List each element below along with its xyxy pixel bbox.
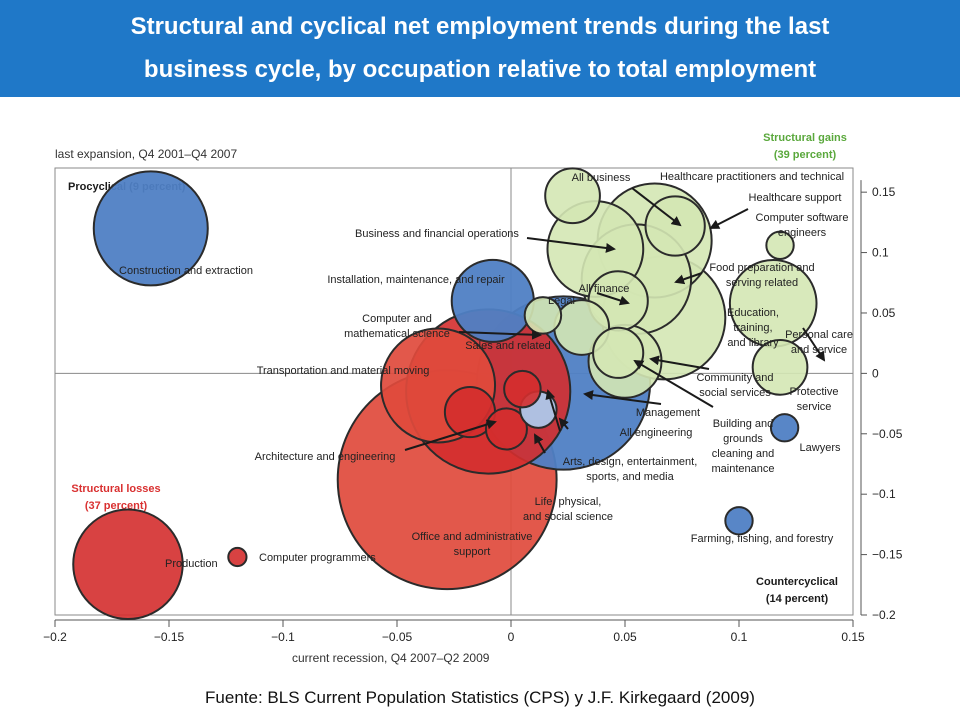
- leader-arrow: [596, 292, 630, 306]
- bubble-computer-programmers: [227, 546, 248, 568]
- bubble-building-and-grounds-cleaning-and-maintenance: [592, 326, 645, 379]
- label-computer-software-engineers: Computer software engineers: [756, 212, 849, 239]
- leader-arrow: [649, 355, 710, 370]
- label-management: Management: [636, 407, 700, 419]
- label-building-and-grounds-cleaning-and-maintenance: Building and grounds cleaning and maintenan…: [712, 418, 775, 475]
- chart-title-line-2: business cycle, by occupation relative t…: [143, 56, 817, 83]
- x-axis-label: current recession, Q4 2007–Q2 2009: [292, 651, 490, 665]
- x-tick-label: −0.15: [154, 630, 185, 644]
- label-production: Production: [165, 558, 218, 570]
- x-tick-label: 0.05: [613, 630, 637, 644]
- label-computer-programmers: Computer programmers: [259, 552, 376, 564]
- leader-arrow: [631, 187, 682, 227]
- label-legal: Legal: [548, 295, 575, 307]
- label-business-and-financial-operations: Business and financial operations: [355, 228, 519, 240]
- leader-arrow: [583, 390, 662, 405]
- leader-arrow: [709, 208, 749, 229]
- label-office-and-administrative-support: Office and administrative support: [412, 531, 533, 558]
- x-tick-label: 0.1: [731, 630, 748, 644]
- y-tick-label: −0.2: [872, 608, 896, 622]
- bubble-arts-design-entertainment-sports-and-media: [503, 369, 542, 409]
- y-tick-label: 0: [872, 366, 879, 380]
- leader-arrow: [558, 417, 569, 430]
- bubble-construction-and-extraction: [92, 170, 209, 287]
- label-construction-and-extraction: Construction and extraction: [119, 265, 253, 277]
- label-lawyers: Lawyers: [800, 442, 841, 454]
- label-computer-and-mathematical-science: Computer and mathematical science: [344, 313, 450, 340]
- y-tick-label: −0.15: [872, 548, 903, 562]
- leader-arrow: [458, 329, 542, 340]
- quadrant-sublabel-countercyclical: (14 percent): [766, 593, 829, 605]
- bubble-farming-fishing-and-forestry: [724, 506, 754, 536]
- leader-arrow: [534, 433, 546, 454]
- leader-arrow: [545, 389, 561, 432]
- y-tick-label: 0.15: [872, 185, 896, 199]
- label-arts-design-entertainment-sports-and-media: Arts, design, entertainment, sports, and …: [563, 456, 698, 483]
- x-tick-label: −0.1: [271, 630, 295, 644]
- leader-arrow: [633, 359, 714, 408]
- label-transportation-and-material-moving: Transportation and material moving: [257, 365, 430, 377]
- label-life-physical-and-social-science: Life, physical, and social science: [523, 496, 613, 523]
- x-tick-label: 0: [508, 630, 515, 644]
- y-axis-label: last expansion, Q4 2001–Q4 2007: [55, 147, 237, 161]
- leader-arrow: [802, 327, 826, 362]
- bubble-production: [72, 508, 184, 620]
- label-protective-service: Protective service: [790, 386, 839, 413]
- label-architecture-and-engineering: Architecture and engineering: [255, 451, 396, 463]
- plot-frame: [54, 167, 854, 616]
- x-tick-label: −0.05: [382, 630, 413, 644]
- chart-title-line-1: Structural and cyclical net employment t…: [130, 13, 830, 40]
- y-tick-label: −0.05: [872, 427, 903, 441]
- bubble-computer-software-engineers: [765, 230, 795, 260]
- label-community-and-social-services: Community and social services: [696, 372, 773, 399]
- label-education-training-and-library: Education, training, and library: [727, 307, 779, 349]
- bubble-all-business: [544, 167, 601, 225]
- y-tick-label: −0.1: [872, 487, 896, 501]
- quadrant-label-structural-losses: Structural losses: [71, 483, 160, 495]
- quadrant-label-structural-gains: Structural gains: [763, 132, 847, 144]
- leader-arrow: [404, 419, 497, 451]
- label-all-finance: All finance: [579, 283, 630, 295]
- label-all-business: All business: [572, 172, 631, 184]
- bubble-protective-service: [751, 338, 809, 396]
- x-tick-label: 0.15: [841, 630, 865, 644]
- y-tick-label: 0.1: [872, 246, 889, 260]
- label-healthcare-support: Healthcare support: [749, 192, 842, 204]
- x-tick-label: −0.2: [43, 630, 67, 644]
- bubble-chart: −0.2 −0.15 −0.1 −0.05 0 0.05 0.1 0.15 0.15 0.1 0.0…: [43, 132, 903, 665]
- label-sales-and-related: Sales and related: [465, 340, 551, 352]
- label-personal-care-and-service: Personal care and service: [785, 329, 853, 356]
- quadrant-sublabel-structural-gains: (39 percent): [774, 149, 837, 161]
- quadrant-label-countercyclical: Countercyclical: [756, 576, 838, 588]
- leader-arrow: [674, 272, 703, 285]
- leader-arrow: [526, 237, 616, 253]
- label-healthcare-practitioners-and-technical: Healthcare practitioners and technical: [660, 171, 844, 183]
- label-food-preparation-and-serving-related: Food preparation and serving related: [709, 262, 814, 289]
- label-all-engineering: All engineering: [620, 427, 693, 439]
- label-installation-maintenance-and-repair: Installation, maintenance, and repair: [327, 274, 505, 286]
- label-farming-fishing-and-forestry: Farming, fishing, and forestry: [691, 533, 834, 545]
- bubble-legal: [523, 296, 563, 335]
- bubble-installation-maintenance-and-repair: [450, 258, 535, 343]
- source-footnote: Fuente: BLS Current Population Statistic…: [205, 688, 755, 707]
- y-tick-label: 0.05: [872, 306, 896, 320]
- title-banner: Structural and cyclical net employment t…: [0, 0, 960, 97]
- bubble-lawyers: [769, 413, 800, 443]
